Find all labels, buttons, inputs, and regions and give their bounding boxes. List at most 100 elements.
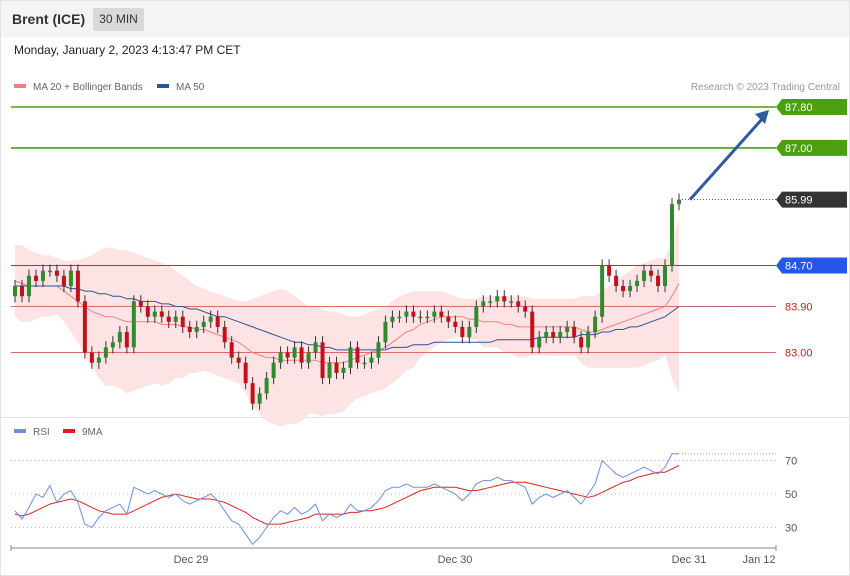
candle-body xyxy=(607,265,612,276)
candle-body xyxy=(572,326,577,338)
candle-body xyxy=(26,275,31,297)
candle-body xyxy=(271,362,276,379)
rsi-tick-label-70: 70 xyxy=(785,456,797,468)
candle-body xyxy=(397,316,402,319)
candle-body xyxy=(166,316,171,322)
ma20-legend-label: MA 20 + Bollinger Bands xyxy=(33,82,143,93)
candle-body xyxy=(439,311,444,317)
candle-body xyxy=(558,332,563,338)
level-label-83-00: 83.00 xyxy=(785,348,813,360)
candle-body xyxy=(516,301,521,307)
candle-body xyxy=(131,301,136,348)
candle-body xyxy=(54,270,59,276)
candle-body xyxy=(229,342,234,358)
candle-body xyxy=(460,326,465,338)
candle-body xyxy=(537,337,542,348)
level-label-83-90: 83.90 xyxy=(785,301,813,313)
candle-body xyxy=(446,316,451,322)
candle-body xyxy=(488,301,493,303)
candle-body xyxy=(467,326,472,338)
candle-body xyxy=(264,378,269,394)
candle-body xyxy=(621,286,626,292)
candle-body xyxy=(208,316,213,322)
candle-body xyxy=(411,311,416,317)
candle-body xyxy=(327,362,332,379)
candle-body xyxy=(75,270,80,302)
candle-body xyxy=(670,204,675,266)
candle-body xyxy=(103,347,108,358)
candle-body xyxy=(495,296,500,302)
legend-9ma: 9MA xyxy=(63,427,103,438)
candle-body xyxy=(635,280,640,287)
candle-body xyxy=(138,301,143,307)
ma20-line xyxy=(14,280,680,364)
candle-body xyxy=(369,357,374,363)
candle-body xyxy=(40,270,45,281)
level-label-85-99: 85.99 xyxy=(785,195,813,207)
candle-body xyxy=(551,332,556,338)
candle-body xyxy=(341,367,346,373)
instrument-title: Brent (ICE) xyxy=(12,11,86,27)
candle-body xyxy=(222,326,227,343)
candle-body xyxy=(628,286,633,292)
timeframe-button[interactable]: 30 MIN xyxy=(93,8,144,31)
candle-body xyxy=(306,352,311,363)
rsi-9ma-line xyxy=(14,465,680,525)
candle-body xyxy=(642,270,647,281)
candle-body xyxy=(250,383,255,404)
level-tag-84-70 xyxy=(776,257,847,274)
candle-body xyxy=(334,362,339,373)
candle-body xyxy=(152,311,157,317)
x-tick-label: Dec 29 xyxy=(174,554,209,566)
candle-body xyxy=(593,316,598,333)
candle-body xyxy=(159,311,164,317)
panel-divider xyxy=(1,417,849,418)
ma9-swatch xyxy=(63,429,75,434)
candle-body xyxy=(278,352,283,363)
candle-body xyxy=(19,286,24,297)
candle-body xyxy=(285,352,290,358)
rsi-line xyxy=(14,453,679,546)
candle-body xyxy=(187,326,192,333)
level-tag-85-99 xyxy=(776,191,847,208)
candle-body xyxy=(663,265,668,287)
projection-arrow-head xyxy=(755,110,769,124)
candle-body xyxy=(89,352,94,363)
candle-body xyxy=(117,332,122,343)
candle-body xyxy=(173,316,178,322)
candle-body xyxy=(47,270,52,273)
candle-body xyxy=(257,393,262,404)
candle-body xyxy=(82,301,87,353)
candle-body xyxy=(474,306,479,327)
bollinger-band-area xyxy=(15,219,679,427)
rsi-tick-label-30: 30 xyxy=(785,523,797,535)
candle-body xyxy=(530,311,535,348)
candle-body xyxy=(404,311,409,317)
candle-body xyxy=(320,342,325,379)
candle-body xyxy=(61,275,66,287)
level-label-87-80: 87.80 xyxy=(785,102,813,114)
candle-body xyxy=(124,332,129,348)
candle-body xyxy=(180,316,185,327)
candle-body xyxy=(656,275,661,287)
candle-body xyxy=(523,306,528,312)
level-label-84-70: 84.70 xyxy=(785,261,813,273)
candle-body xyxy=(453,321,458,327)
level-tag-87-80 xyxy=(776,99,847,115)
projection-arrow-shaft xyxy=(688,116,765,201)
x-tick-label: Dec 31 xyxy=(672,554,707,566)
candle-body xyxy=(502,296,507,302)
credit-text: Research © 2023 Trading Central xyxy=(690,82,840,93)
candle-body xyxy=(677,199,681,205)
candles-group xyxy=(13,193,681,410)
candle-body xyxy=(586,332,591,348)
level-tag-87-00 xyxy=(776,139,847,156)
ma50-swatch xyxy=(157,84,169,89)
timestamp: Monday, January 2, 2023 4:13:47 PM CET xyxy=(14,43,241,57)
candle-body xyxy=(425,316,430,319)
x-tick-label: Jan 12 xyxy=(742,554,775,566)
candle-body xyxy=(432,311,437,317)
candle-body xyxy=(348,347,353,368)
candle-body xyxy=(376,342,381,358)
legend-ma50: MA 50 xyxy=(157,82,204,93)
